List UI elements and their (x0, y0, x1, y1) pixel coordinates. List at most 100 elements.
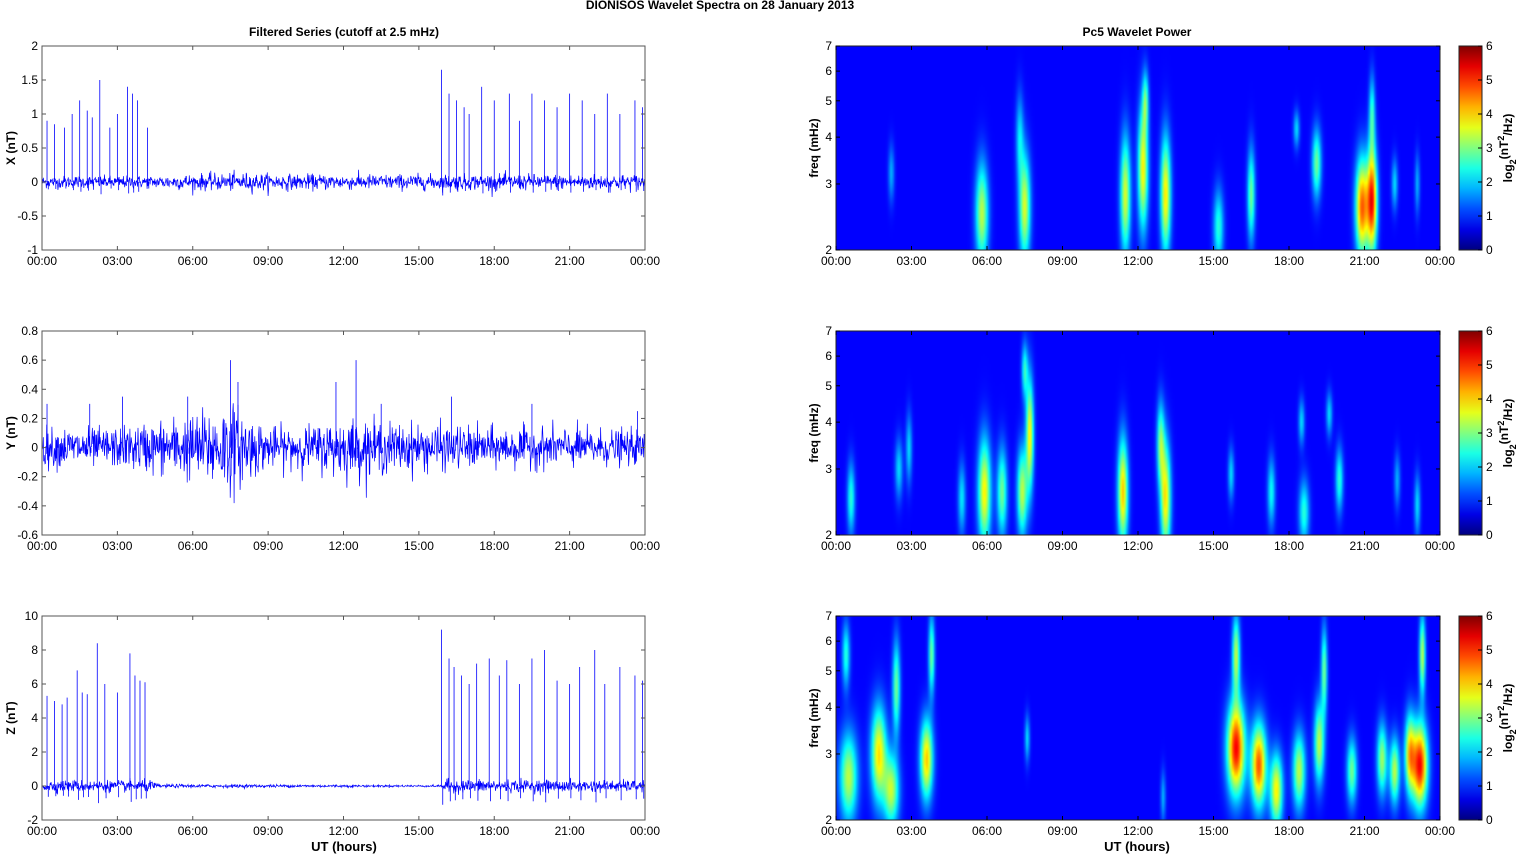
x-tick-label: 09:00 (1047, 254, 1077, 268)
x-tick-label: 21:00 (555, 539, 585, 553)
x-tick-label: 00:00 (27, 539, 57, 553)
x-tick-label: 21:00 (555, 824, 585, 838)
y-tick-label: -1 (27, 243, 38, 257)
y-tick-label: -0.4 (17, 499, 38, 513)
x-tick-label: 12:00 (1123, 824, 1153, 838)
colorbar-tick-label: 1 (1486, 209, 1493, 223)
x-tick-label: 12:00 (328, 824, 358, 838)
colorbar-tick-label: 0 (1486, 813, 1493, 827)
colorbar-tick-label: 5 (1486, 358, 1493, 372)
x-tick-label: 12:00 (328, 254, 358, 268)
x-tick-label: 06:00 (178, 824, 208, 838)
x-tick-label: 21:00 (1349, 824, 1379, 838)
figure-title: DIONISOS Wavelet Spectra on 28 January 2… (586, 0, 855, 12)
x-tick-label: 06:00 (972, 824, 1002, 838)
heatmap-panel: 00:00 03:00 06:00 09:00 12:00 15:00 18:00 21:00… (807, 609, 1518, 838)
x-tick-label: 00:00 (1425, 824, 1455, 838)
y-tick-label: 0.6 (21, 353, 38, 367)
x-tick-label: 15:00 (404, 824, 434, 838)
heatmap-panel: 00:00 03:00 06:00 09:00 12:00 15:00 18:00 21:00… (807, 324, 1518, 553)
series-line (41, 403, 646, 504)
y-tick-label: -0.6 (17, 528, 38, 542)
colorbar-tick-label: 3 (1486, 711, 1493, 725)
x-tick-label: 12:00 (328, 539, 358, 553)
x-tick-label: 15:00 (1198, 254, 1228, 268)
y-tick-label: 0 (31, 175, 38, 189)
right-x-axis-label: UT (hours) (1104, 839, 1170, 854)
y-tick-label: 6 (825, 349, 832, 363)
x-tick-label: 18:00 (1274, 254, 1304, 268)
x-tick-label: 06:00 (972, 254, 1002, 268)
y-tick-label: -0.5 (17, 209, 38, 223)
y-tick-label: 1 (31, 107, 38, 121)
y-tick-label: 0 (31, 779, 38, 793)
x-tick-label: 03:00 (102, 254, 132, 268)
x-tick-label: 03:00 (896, 254, 926, 268)
y-tick-label: 4 (825, 700, 832, 714)
y-tick-label: -2 (27, 813, 38, 827)
y-tick-label: 3 (825, 747, 832, 761)
y-tick-label: 4 (31, 711, 38, 725)
x-tick-label: 18:00 (1274, 824, 1304, 838)
colorbar-tick-label: 1 (1486, 779, 1493, 793)
x-tick-label: 15:00 (404, 539, 434, 553)
y-tick-label: 5 (825, 379, 832, 393)
y-axis-label: freq (mHz) (807, 403, 821, 462)
y-tick-label: 10 (25, 609, 39, 623)
x-tick-label: 00:00 (630, 539, 660, 553)
x-tick-label: 09:00 (253, 539, 283, 553)
colorbar-tick-label: 3 (1486, 426, 1493, 440)
colorbar-label: log2(nT2/Hz) (1496, 114, 1518, 183)
x-tick-label: 15:00 (1198, 824, 1228, 838)
heatmap-image (836, 331, 1440, 535)
y-tick-label: 0.5 (21, 141, 38, 155)
x-tick-label: 03:00 (102, 824, 132, 838)
y-tick-label: 3 (825, 462, 832, 476)
y-tick-label: 7 (825, 39, 832, 53)
colorbar-tick-label: 2 (1486, 460, 1493, 474)
left-column-title: Filtered Series (cutoff at 2.5 mHz) (249, 25, 439, 39)
series-line (41, 777, 646, 796)
x-tick-label: 06:00 (178, 539, 208, 553)
x-tick-label: 21:00 (555, 254, 585, 268)
colorbar-tick-label: 6 (1486, 324, 1493, 338)
x-tick-label: 09:00 (1047, 824, 1077, 838)
y-axis-label: Y (nT) (4, 416, 18, 450)
line-panel: 00:00 03:00 06:00 09:00 12:00 15:00 18:00 21:00… (4, 609, 660, 838)
colorbar-label: log2(nT2/Hz) (1496, 684, 1518, 753)
colorbar-tick-label: 5 (1486, 643, 1493, 657)
x-tick-label: 00:00 (821, 539, 851, 553)
x-tick-label: 15:00 (404, 254, 434, 268)
x-tick-label: 00:00 (27, 254, 57, 268)
y-axis-label: freq (mHz) (807, 118, 821, 177)
y-tick-label: 2 (825, 813, 832, 827)
x-tick-label: 06:00 (178, 254, 208, 268)
x-tick-label: 00:00 (1425, 254, 1455, 268)
x-tick-label: 00:00 (821, 254, 851, 268)
x-tick-label: 00:00 (821, 824, 851, 838)
y-tick-label: 7 (825, 324, 832, 338)
heatmap-panel: 00:00 03:00 06:00 09:00 12:00 15:00 18:00 21:00… (807, 39, 1518, 268)
x-tick-label: 18:00 (479, 539, 509, 553)
y-tick-label: 4 (825, 130, 832, 144)
y-tick-label: 1.5 (21, 73, 38, 87)
y-tick-label: 0 (31, 441, 38, 455)
x-tick-label: 15:00 (1198, 539, 1228, 553)
x-tick-label: 00:00 (630, 824, 660, 838)
x-tick-label: 03:00 (896, 824, 926, 838)
y-tick-label: 6 (825, 634, 832, 648)
y-tick-label: 0.2 (21, 411, 38, 425)
y-tick-label: 4 (825, 415, 832, 429)
y-tick-label: 2 (825, 528, 832, 542)
y-axis-label: Z (nT) (4, 701, 18, 734)
y-axis-label: freq (mHz) (807, 688, 821, 747)
colorbar-tick-label: 0 (1486, 243, 1493, 257)
heatmap-image (836, 616, 1440, 820)
x-tick-label: 18:00 (479, 254, 509, 268)
y-tick-label: 5 (825, 664, 832, 678)
x-tick-label: 00:00 (27, 824, 57, 838)
axes-box (41, 615, 646, 821)
x-tick-label: 12:00 (1123, 539, 1153, 553)
colorbar-tick-label: 4 (1486, 392, 1493, 406)
x-tick-label: 03:00 (102, 539, 132, 553)
